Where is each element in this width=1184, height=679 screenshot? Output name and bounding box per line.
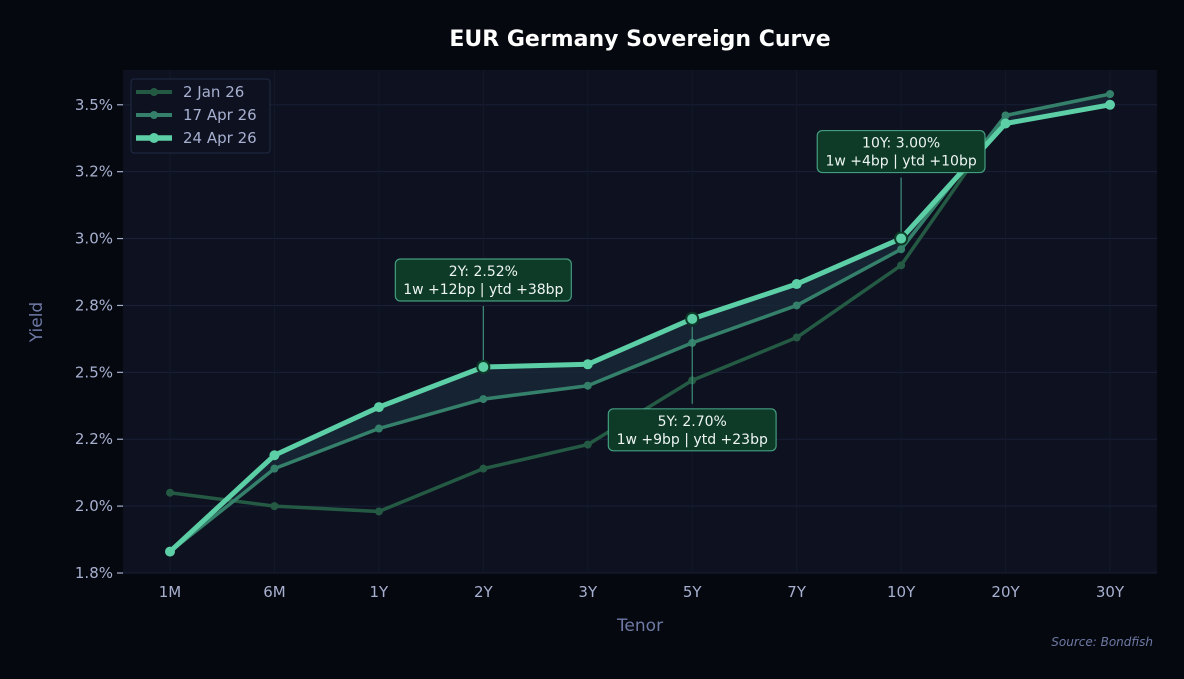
legend-marker — [150, 111, 158, 119]
annotation-marker — [894, 231, 909, 246]
legend-box — [130, 78, 271, 154]
annotation-detail: 1w +12bp | ytd +38bp — [403, 282, 563, 298]
data-point — [1000, 118, 1011, 129]
data-point — [479, 464, 488, 473]
annotation-title: 5Y: 2.70% — [658, 414, 727, 430]
x-tick-label: 7Y — [787, 583, 807, 601]
x-tick-label: 20Y — [991, 583, 1020, 601]
data-point — [583, 440, 592, 449]
y-tick-label: 2.2% — [75, 430, 113, 448]
y-tick-label: 3.5% — [75, 96, 113, 114]
data-point — [791, 279, 802, 290]
data-point — [897, 261, 906, 270]
plot-area — [123, 70, 1157, 573]
data-point — [479, 395, 488, 404]
x-axis-label: Tenor — [616, 616, 663, 636]
y-tick-label: 1.8% — [75, 564, 113, 582]
data-point — [374, 424, 383, 433]
data-point — [374, 507, 383, 516]
data-point — [897, 245, 906, 254]
annotation-box — [816, 129, 986, 174]
x-tick-label: 1Y — [370, 583, 390, 601]
data-point — [1001, 111, 1010, 120]
x-tick-label: 1M — [159, 583, 182, 601]
data-point — [1105, 99, 1115, 110]
x-tick-label: 30Y — [1096, 583, 1125, 601]
x-tick-label: 10Y — [887, 583, 916, 601]
annotation-title: 10Y: 3.00% — [862, 136, 940, 152]
data-point — [792, 333, 801, 342]
legend-marker — [150, 88, 158, 96]
annotation-marker — [476, 359, 491, 374]
annotation-box — [394, 258, 572, 302]
x-tick-label: 6M — [263, 583, 286, 601]
annotation-title: 2Y: 2.52% — [449, 264, 518, 280]
annotation-marker — [685, 311, 700, 326]
x-tick-label: 3Y — [578, 583, 598, 601]
data-point — [792, 301, 801, 310]
y-tick-label: 3.0% — [75, 230, 113, 248]
data-point — [582, 359, 593, 370]
annotation-detail: 1w +4bp | ytd +10bp — [825, 154, 976, 170]
data-point — [166, 488, 174, 497]
data-point — [270, 502, 279, 511]
x-tick-label: 2Y — [474, 583, 494, 601]
data-point — [583, 381, 592, 390]
legend-label: 24 Apr 26 — [183, 129, 257, 147]
legend-marker — [149, 133, 159, 143]
data-point — [269, 450, 280, 461]
data-point — [1106, 90, 1114, 99]
y-axis-label: Yield — [27, 302, 47, 343]
y-tick-label: 3.2% — [75, 163, 113, 181]
x-tick-label: 5Y — [683, 583, 703, 601]
annotation-box — [607, 408, 777, 452]
data-point — [373, 402, 384, 413]
chart-title: EUR Germany Sovereign Curve — [449, 27, 830, 52]
source-note: Source: Bondfish — [1051, 635, 1153, 649]
data-point — [165, 546, 175, 557]
annotation-detail: 1w +9bp | ytd +23bp — [617, 432, 768, 448]
y-tick-label: 2.5% — [75, 363, 113, 381]
y-tick-label: 2.8% — [75, 296, 113, 314]
legend-label: 17 Apr 26 — [183, 106, 257, 124]
series-line-2 — [168, 102, 1111, 554]
data-point — [270, 464, 279, 473]
legend-label: 2 Jan 26 — [183, 83, 244, 101]
y-tick-label: 2.0% — [75, 497, 113, 515]
